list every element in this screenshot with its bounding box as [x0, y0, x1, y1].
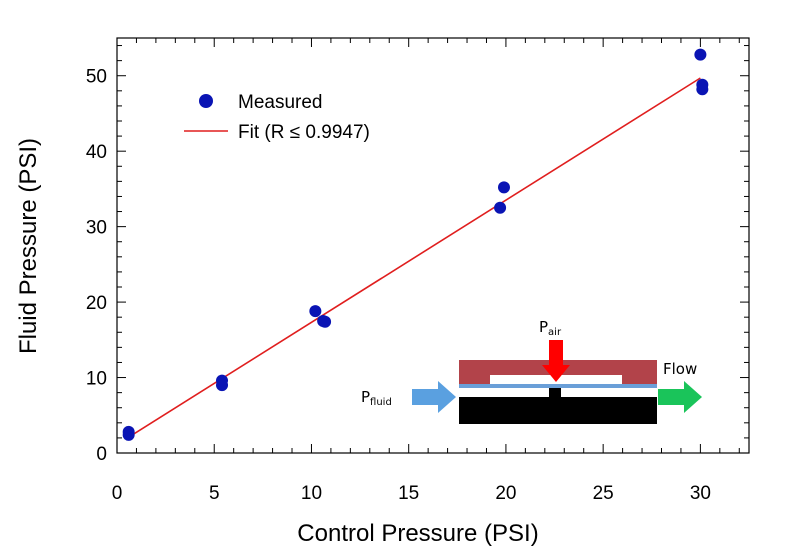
y-tick-label: 20 [86, 293, 107, 314]
measured-point [216, 374, 229, 387]
inset-valve-seat [549, 388, 561, 398]
y-axis-title: Fluid Pressure (PSI) [15, 138, 42, 354]
axes [116, 37, 750, 454]
legend-fit-label: Fit (R ≤ 0.9947) [238, 122, 370, 143]
x-tick-label: 20 [495, 483, 516, 504]
y-tick-label: 30 [86, 218, 107, 239]
measured-point [319, 315, 332, 328]
y-tick-label: 40 [86, 142, 107, 163]
measured-point [694, 48, 707, 61]
y-tick-label: 0 [96, 444, 107, 465]
p-fluid-main: P [361, 388, 370, 406]
legend-measured-label: Measured [238, 92, 323, 113]
flow-outlet-arrow [658, 381, 702, 413]
x-tick-label: 0 [112, 483, 123, 504]
p-fluid-sub: fluid [370, 397, 392, 408]
valve-diagram-inset: Pair Pfluid Flow [361, 318, 702, 424]
inset-bottom-block [459, 397, 657, 424]
x-axis-title: Control Pressure (PSI) [297, 520, 538, 547]
measured-point [696, 83, 709, 96]
measured-point [122, 425, 135, 438]
p-fluid-label: Pfluid [361, 388, 392, 408]
measured-point [494, 201, 507, 214]
legend-measured-marker [199, 94, 213, 108]
x-tick-label: 10 [301, 483, 322, 504]
tick-labels: 0 5 10 15 20 25 30 0 10 20 30 40 50 [86, 67, 711, 504]
inset-membrane [459, 384, 657, 388]
y-tick-label: 10 [86, 369, 107, 390]
ticks [116, 38, 749, 454]
air-pressure-arrow [542, 340, 570, 382]
x-tick-label: 25 [593, 483, 614, 504]
y-tick-label: 50 [86, 67, 107, 88]
series-layer [122, 48, 709, 441]
x-tick-label: 30 [690, 483, 711, 504]
x-tick-label: 15 [398, 483, 419, 504]
p-air-main: P [539, 318, 548, 336]
legend: Measured Fit (R ≤ 0.9947) [184, 92, 370, 143]
fluid-inlet-arrow [412, 381, 456, 413]
measured-point [309, 305, 322, 318]
p-air-sub: air [548, 327, 562, 338]
measured-point [497, 181, 510, 194]
plot-frame [116, 37, 750, 454]
flow-label: Flow [663, 360, 697, 378]
p-air-label: Pair [539, 318, 562, 338]
x-tick-label: 5 [209, 483, 220, 504]
